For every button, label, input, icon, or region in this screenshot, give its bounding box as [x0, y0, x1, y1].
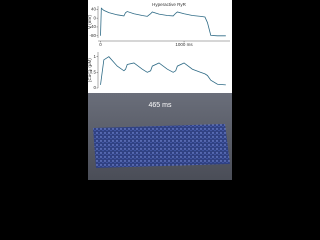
- x-tick-label: 0: [99, 42, 102, 47]
- y-tick-label: -40: [89, 24, 96, 29]
- screen: 465 ms Hyperactive RyR V (mV) 40 0 -40 -80 0 10…: [87, 0, 232, 180]
- data-line: [100, 7, 226, 37]
- chart-panel: [88, 0, 232, 93]
- x-tick-label: 1000 ms: [175, 42, 193, 47]
- y-tick-label: 40: [91, 6, 97, 11]
- y-tick-label: 0: [93, 15, 96, 20]
- y-tick-label: 0: [93, 85, 96, 90]
- y-tick-label: 0.5: [90, 70, 97, 75]
- data-line: [100, 56, 226, 86]
- y-axis-label: V (mV): [87, 14, 92, 29]
- y-tick-label: -80: [89, 33, 96, 38]
- y-tick-label: 1: [93, 54, 96, 59]
- y-axis-label: [Ca²⁺]ᵢ (μM): [87, 58, 92, 82]
- 3d-render: [93, 124, 230, 168]
- time-caption: 465 ms: [149, 102, 172, 109]
- chart-title: Hyperactive RyR: [152, 2, 187, 7]
